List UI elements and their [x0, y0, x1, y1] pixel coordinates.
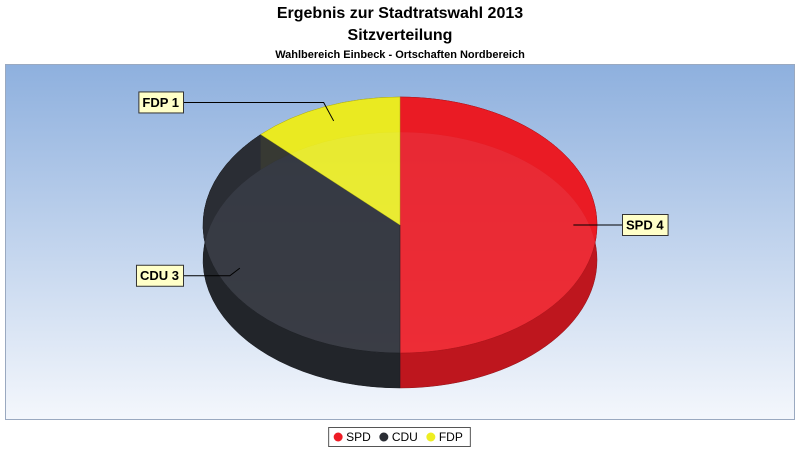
leader-line: [183, 101, 335, 122]
data-label: FDP 1: [142, 95, 179, 110]
legend-marker: [333, 432, 343, 442]
legend-label: CDU: [392, 430, 418, 444]
slice: [202, 134, 401, 354]
chart-caption: Wahlbereich Einbeck - Ortschaften Nordbe…: [275, 49, 525, 61]
label-box: [138, 91, 184, 114]
legend-marker: [379, 432, 389, 442]
data-label: CDU 3: [140, 268, 179, 283]
chart-subtitle: Sitzverteilung: [348, 27, 453, 44]
label-box: [622, 214, 669, 236]
leader-line: [183, 267, 241, 277]
legend-marker: [426, 432, 436, 442]
data-label: SPD 4: [626, 217, 664, 232]
legend: [328, 427, 471, 447]
slice: [260, 96, 401, 226]
legend-label: FDP: [439, 430, 463, 444]
chart-title: Ergebnis zur Stadtratswahl 2013: [277, 5, 523, 22]
label-box: [135, 264, 184, 287]
data-labels: SPD 4 CDU 3 FDP 1: [135, 91, 669, 287]
pie: [202, 96, 598, 354]
legend-items: SPD CDU FDP: [333, 430, 463, 444]
legend-label: SPD: [346, 430, 371, 444]
